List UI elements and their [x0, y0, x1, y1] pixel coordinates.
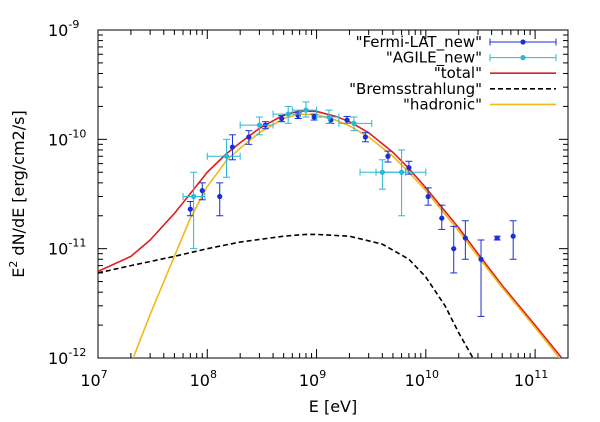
x-axis-label: E [eV] [309, 397, 357, 416]
legend-label: "AGILE_new" [386, 49, 482, 68]
data-point [385, 153, 391, 159]
data-point [326, 114, 332, 120]
x-tick-label: 1010 [405, 368, 439, 390]
y-axis-label-suffix: dN/dE [erg/cm2/s] [9, 110, 28, 260]
y-tick-label: 10-11 [48, 237, 86, 259]
y-axis-label-sup: 2 [7, 261, 20, 268]
data-point [285, 111, 291, 117]
x-tick-label: 109 [299, 368, 326, 390]
series-line-bremsstrahlung [98, 233, 474, 358]
y-tick-label: 10-9 [48, 18, 79, 40]
x-tick-label: 108 [190, 368, 217, 390]
data-point [199, 187, 205, 194]
x-tick-label: 1011 [514, 368, 548, 390]
legend-label: "total" [434, 64, 482, 82]
data-point [510, 233, 516, 239]
plot-frame [97, 29, 569, 359]
data-point [311, 114, 317, 120]
axis-tick-labels: 107 108 109 1010 1011 10-12 10-11 10-10 10-9 [48, 18, 548, 390]
data-point [279, 115, 285, 122]
data-point [351, 120, 357, 126]
y-tick-label: 10-12 [48, 346, 86, 368]
legend-swatch-point [520, 55, 526, 61]
legend-label: "hadronic" [403, 95, 482, 113]
y-axis-label: E2 dN/dE [erg/cm2/s] [7, 110, 28, 278]
data-point [462, 235, 468, 241]
series-clip-group [98, 101, 563, 358]
data-point [217, 193, 223, 200]
data-point [425, 193, 431, 200]
data-point [187, 206, 193, 212]
legend-swatch-point [520, 39, 526, 45]
series-line-hadronic [132, 113, 561, 358]
series-points-agile-new [182, 101, 427, 250]
data-point [344, 117, 350, 123]
data-point [191, 193, 197, 200]
series-layer [98, 101, 563, 358]
data-point [303, 107, 309, 113]
legend-label: "Fermi-LAT_new" [356, 33, 482, 52]
legend-label: "Bremsstrahlung" [349, 80, 482, 98]
data-point [223, 153, 230, 159]
data-point [494, 235, 500, 241]
data-point [229, 144, 236, 150]
data-point [478, 256, 484, 262]
y-axis-label-prefix: E [9, 268, 28, 278]
data-point [439, 215, 445, 221]
data-point [406, 165, 412, 171]
y-tick-label: 10-10 [48, 127, 86, 149]
data-point [362, 134, 369, 140]
data-point [398, 169, 405, 175]
data-point [256, 122, 263, 128]
data-point [451, 246, 457, 252]
x-tick-label: 107 [80, 368, 107, 390]
data-point [246, 134, 252, 140]
legend: "Fermi-LAT_new""AGILE_new""total""Bremss… [349, 33, 557, 113]
series-points-fermi-lat-new [186, 112, 517, 317]
axis-ticks [97, 29, 569, 359]
